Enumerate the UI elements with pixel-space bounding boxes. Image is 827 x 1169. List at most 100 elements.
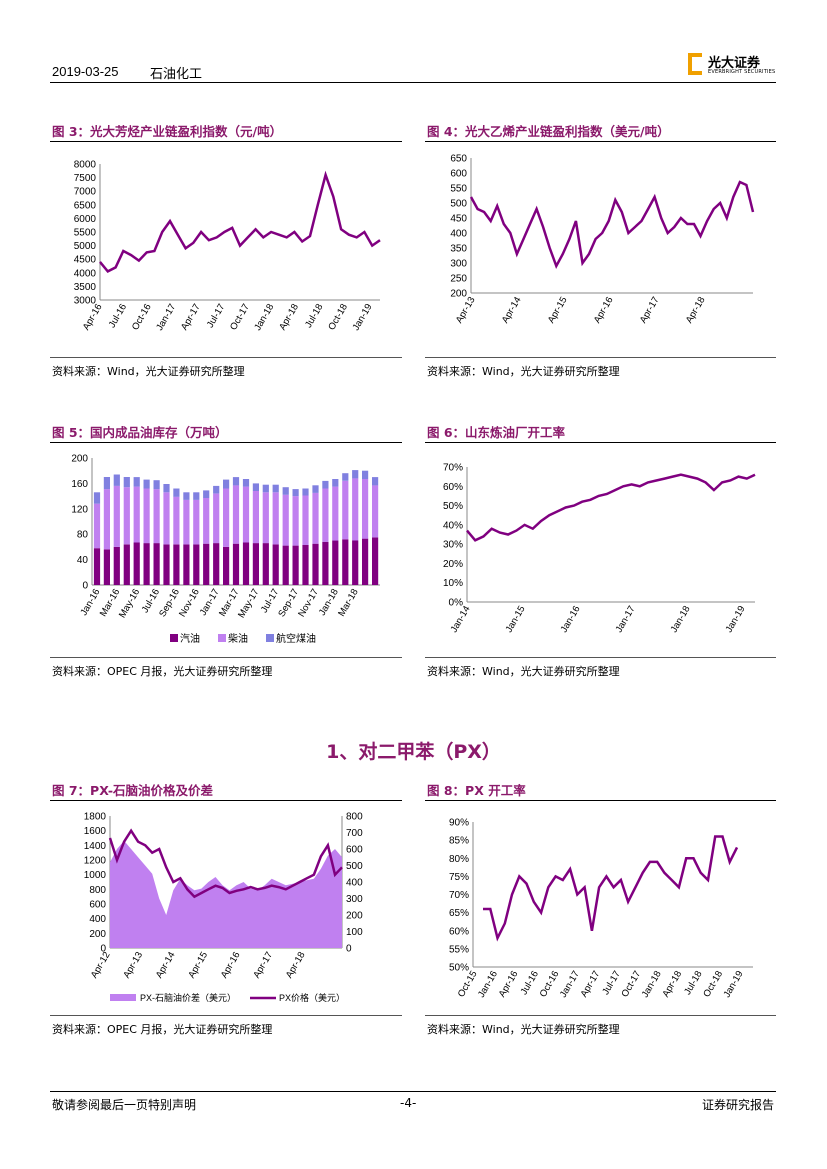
fig3-ytick: 4000 [74, 268, 97, 279]
fig6-xtick: Jan-18 [669, 604, 693, 635]
fig5-bar-gasoline [103, 549, 110, 585]
fig5-xtick: Mar-18 [336, 587, 361, 619]
fig5-bar-jetfuel [153, 480, 160, 490]
fig7-ytick: 800 [346, 812, 363, 823]
fig3-ytick: 7000 [74, 187, 97, 198]
fig5-bar-jetfuel [372, 477, 379, 486]
fig5-ytick: 160 [71, 479, 88, 490]
fig8-chart: 50%55%60%65%70%75%80%85%90%Oct-15Jan-16A… [449, 818, 753, 1000]
fig3-xtick: Jul-16 [107, 302, 129, 330]
logo-text-en: EVERBRIGHT SECURITIES [708, 69, 776, 75]
company-logo: 光大证券 EVERBRIGHT SECURITIES [688, 52, 778, 78]
fig6-ytick: 70% [443, 463, 463, 474]
fig5-legend-swatch [218, 634, 226, 642]
fig7-xtick: Apr-13 [121, 950, 145, 980]
fig5-bar-jetfuel [242, 479, 250, 487]
fig3-top-rule [50, 141, 402, 142]
fig7-bottom-rule [50, 1015, 402, 1016]
fig7-top-rule [50, 800, 402, 801]
fig4-ytick: 350 [450, 244, 467, 255]
fig5-bar-jetfuel [93, 492, 101, 504]
fig4-ytick: 250 [450, 274, 467, 285]
fig5-ytick: 40 [77, 555, 89, 566]
fig5-bar-jetfuel [302, 488, 309, 496]
fig5-bar-gasoline [282, 545, 289, 585]
fig3-ytick: 4500 [74, 255, 97, 266]
fig7-xtick: Apr-14 [154, 950, 178, 980]
fig6-bottom-rule [425, 657, 776, 658]
fig5-bar-jetfuel [332, 479, 339, 487]
fig5-bar-diesel [133, 486, 140, 543]
fig6-top-rule [425, 442, 776, 443]
fig8-ytick: 60% [449, 926, 469, 937]
fig7-ytick: 300 [346, 894, 363, 905]
fig7-ytick: 400 [346, 878, 363, 889]
fig7-ytick: 700 [346, 828, 363, 839]
fig8-ytick: 55% [449, 944, 469, 955]
report-sector: 石油化工 [150, 67, 203, 82]
fig7-legend-label: PX-石脑油价差（美元） [140, 992, 236, 1003]
fig5-bar-diesel [193, 499, 200, 545]
fig7-chart: 0 200 400 600 800 1000 1200 1400 1600 1800 0 100 200… [84, 812, 363, 1004]
footer-divider [50, 1091, 776, 1092]
fig7-legend-swatch [110, 994, 136, 1001]
fig8-xtick: Apr-17 [579, 969, 603, 999]
fig5-bar-diesel [342, 480, 349, 540]
fig4-ytick: 550 [450, 184, 467, 195]
fig5-bar-gasoline [93, 548, 101, 585]
logo-mark-icon [688, 53, 702, 75]
fig6-series-line [466, 473, 756, 542]
fig5-bar-diesel [213, 493, 220, 544]
fig4-xtick: Apr-18 [684, 295, 708, 325]
fig3-ytick: 3000 [74, 296, 97, 307]
fig3-xtick: Jan-17 [154, 302, 178, 333]
fig6-ytick: 40% [443, 520, 463, 531]
fig7-xtick: Apr-18 [284, 950, 308, 980]
fig8-ytick: 50% [449, 963, 469, 974]
fig6-ytick: 20% [443, 559, 463, 570]
fig5-bar-diesel [123, 487, 130, 545]
fig5-bar-diesel [362, 479, 369, 539]
fig4-top-rule [425, 141, 776, 142]
fig5-bar-gasoline [213, 543, 220, 585]
fig4-xtick: Apr-14 [500, 295, 524, 325]
fig6-xtick: Jan-14 [449, 604, 473, 635]
fig4-ytick: 650 [450, 154, 467, 165]
fig4-source: 资料来源：Wind，光大证券研究所整理 [427, 365, 620, 378]
fig4-xtick: Apr-17 [638, 295, 662, 325]
fig5-bar-jetfuel [213, 485, 220, 494]
fig6-ytick: 10% [443, 578, 463, 589]
fig8-ytick: 85% [449, 836, 469, 847]
fig8-xtick: Jan-17 [558, 969, 582, 1000]
fig7-spread-area [110, 840, 342, 948]
fig5-bar-jetfuel [322, 480, 329, 489]
logo-text-cn: 光大证券 [708, 56, 761, 71]
fig4-ytick: 200 [450, 289, 467, 300]
fig6-ytick: 60% [443, 482, 463, 493]
fig3-title: 图 3：光大芳烃产业链盈利指数（元/吨） [52, 124, 283, 139]
fig6-source: 资料来源：Wind，光大证券研究所整理 [427, 665, 620, 678]
fig8-source: 资料来源：Wind，光大证券研究所整理 [427, 1023, 620, 1036]
fig7-ytick: 0 [100, 944, 106, 955]
fig8-ytick: 80% [449, 854, 469, 865]
fig7-ytick: 200 [89, 929, 106, 940]
fig7-ytick: 500 [346, 861, 363, 872]
fig5-legend-label: 汽油 [180, 632, 200, 645]
fig7-legend-label: PX价格（美元） [279, 992, 345, 1003]
fig8-bottom-rule [425, 1015, 776, 1016]
fig5-legend-swatch [266, 634, 274, 642]
fig8-xtick: Apr-18 [660, 969, 684, 999]
fig8-ytick: 70% [449, 890, 469, 901]
fig4-xtick: Apr-13 [454, 295, 478, 325]
fig3-ytick: 7500 [74, 173, 97, 184]
fig3-xtick: Jul-17 [205, 302, 227, 330]
fig4-ytick: 450 [450, 214, 467, 225]
fig7-ytick: 100 [346, 927, 363, 938]
fig5-bar-diesel [173, 496, 180, 545]
fig3-xtick: Oct-18 [326, 302, 350, 332]
fig6-ytick: 50% [443, 501, 463, 512]
fig6-xtick: Jan-16 [559, 604, 583, 635]
fig5-bar-diesel [312, 492, 319, 544]
fig8-title: 图 8：PX 开工率 [427, 783, 526, 798]
fig5-legend-label: 航空煤油 [276, 632, 316, 645]
